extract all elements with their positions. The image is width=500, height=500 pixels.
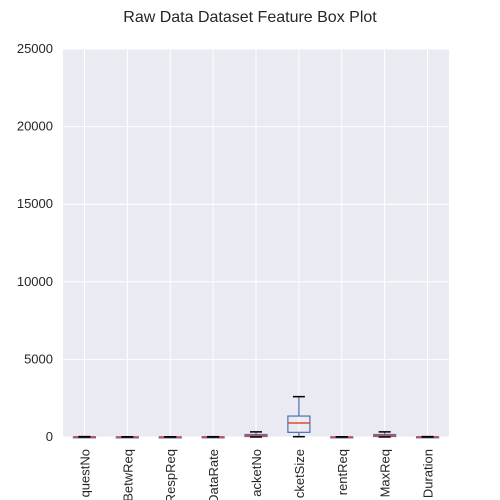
y-tick-label: 10000 (17, 274, 53, 289)
box-acketNo (244, 431, 268, 438)
x-tick-label: BetwReq (120, 449, 135, 500)
chart-title: Raw Data Dataset Feature Box Plot (123, 9, 377, 26)
box-RespReq (158, 436, 182, 439)
box-rentReq (330, 436, 354, 439)
x-tick-label: acketNo (249, 449, 264, 497)
box-cketSize (287, 395, 311, 438)
y-tick-label: 20000 (17, 119, 53, 134)
x-tick-label: DataRate (206, 449, 221, 500)
iqr-box (287, 415, 311, 433)
box-BetwReq (115, 436, 139, 439)
x-tick-label: RespReq (163, 449, 178, 500)
x-tick-label: cketSize (292, 449, 307, 498)
y-tick-label: 25000 (17, 41, 53, 56)
y-tick-label: 5000 (24, 351, 53, 366)
x-tick-label: questNo (77, 449, 92, 497)
x-tick-label: MaxReq (378, 449, 393, 497)
box-questNo (72, 435, 97, 439)
y-tick-label: 15000 (17, 196, 53, 211)
box-DataRate (201, 435, 225, 439)
box-MaxReq (373, 431, 397, 438)
box-Duration (415, 435, 440, 439)
x-tick-label: rentReq (335, 449, 350, 495)
x-tick-label: Duration (421, 449, 436, 498)
y-tick-label: 0 (46, 429, 53, 444)
